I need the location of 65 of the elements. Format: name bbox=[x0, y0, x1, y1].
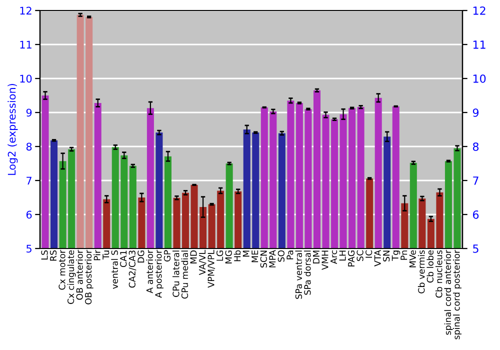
x-tick-label: OB anterior bbox=[76, 250, 83, 300]
x-tick-label: CA1 bbox=[120, 250, 127, 268]
x-tick-label: RS bbox=[50, 250, 57, 261]
x-tick-label: CPu medial bbox=[181, 250, 188, 299]
y2-tick-label: 12 bbox=[473, 6, 486, 15]
x-tick-label: SPa dorsal bbox=[304, 250, 311, 295]
x-tick-label: SCN bbox=[260, 250, 267, 268]
x-tick-label: MVe bbox=[409, 250, 416, 268]
y-tick-label: 11 bbox=[20, 40, 32, 48]
x-tick-label: LG bbox=[216, 250, 224, 261]
y2-tick-label: 7 bbox=[473, 176, 478, 185]
x-tick-label: Cx motor bbox=[58, 250, 66, 290]
x-tick-label: Cb nucleus bbox=[435, 250, 442, 298]
x-tick-label: ventral S bbox=[111, 250, 118, 289]
x-tick-label: Cb vermis bbox=[418, 250, 425, 294]
x-tick-label: ME bbox=[252, 250, 258, 262]
y2-tick-label: 11 bbox=[473, 40, 486, 49]
y-axis-title: Log2 (expression) bbox=[8, 84, 18, 175]
x-tick-label: MG bbox=[225, 250, 232, 264]
y2-tick-label: 5 bbox=[473, 244, 478, 253]
x-tick-label: SPa ventral bbox=[295, 250, 302, 299]
x-tick-label: MD bbox=[190, 250, 197, 264]
x-tick-label: GP bbox=[164, 250, 171, 262]
x-tick-label: Arc bbox=[330, 250, 338, 264]
x-tick-label: MPA bbox=[269, 250, 276, 268]
x-tick-label: DM bbox=[313, 250, 320, 264]
x-tick-label: VTA bbox=[374, 250, 381, 266]
x-tick-label: SC bbox=[356, 250, 364, 261]
y-tick-label: 8 bbox=[26, 142, 32, 151]
x-tick-label: M bbox=[242, 250, 250, 257]
x-tick-label: Pir bbox=[94, 250, 100, 260]
y2-tick-label: 10 bbox=[473, 74, 486, 83]
x-tick-label: A anterior bbox=[146, 250, 153, 294]
x-tick-label: VPM/VPL bbox=[208, 250, 216, 288]
x-tick-label: SN bbox=[383, 250, 390, 262]
x-tick-label: DG bbox=[138, 250, 144, 263]
x-tick-label: LS bbox=[41, 250, 48, 260]
x-tick-label: VMH bbox=[322, 250, 328, 270]
x-tick-label: Cb lobe bbox=[426, 250, 434, 283]
x-tick-label: VA/VL bbox=[199, 250, 206, 276]
x-tick-label: IC bbox=[366, 250, 372, 258]
x-tick-label: Pn bbox=[400, 250, 408, 260]
y2-tick-label: 6 bbox=[473, 210, 479, 219]
y2-tick-label: 8 bbox=[472, 142, 479, 151]
x-tick-label: CA2/CA3 bbox=[128, 250, 136, 288]
x-tick-label: CPu lateral bbox=[172, 250, 180, 297]
x-tick-label: LH bbox=[339, 250, 346, 260]
y-tick-label: 5 bbox=[26, 244, 32, 253]
y-tick-label: 9 bbox=[26, 108, 32, 117]
x-tick-label: spinal cord posterior bbox=[453, 250, 462, 340]
y-tick-label: 7 bbox=[26, 176, 32, 184]
x-tick-label: SO bbox=[278, 250, 284, 262]
x-tick-label: PAG bbox=[348, 250, 355, 266]
y2-tick-label: 9 bbox=[472, 108, 479, 117]
x-tick-label: Hb bbox=[234, 250, 241, 262]
x-tick-label: A posterior bbox=[154, 250, 164, 298]
x-tick-label: OB posterior bbox=[84, 250, 94, 304]
x-tick-label: Tu bbox=[102, 250, 110, 260]
x-tick-label: Pa bbox=[286, 250, 294, 260]
y-tick-label: 6 bbox=[26, 210, 32, 219]
x-tick-label: spinal cord anterior bbox=[444, 250, 453, 335]
x-tick-label: Tg bbox=[392, 250, 400, 261]
y-tick-label: 10 bbox=[20, 74, 32, 83]
y-tick-label: 12 bbox=[20, 6, 32, 14]
x-tick-label: Cx cingulate bbox=[67, 250, 76, 304]
